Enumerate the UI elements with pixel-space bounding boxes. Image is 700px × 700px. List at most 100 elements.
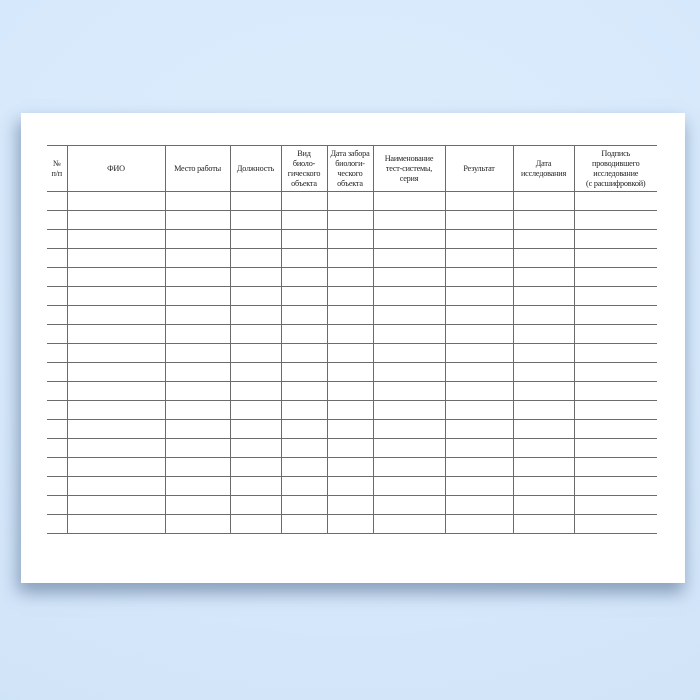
empty-cell xyxy=(573,286,657,306)
empty-cell xyxy=(164,362,230,382)
empty-cell xyxy=(326,381,373,401)
empty-cell xyxy=(512,267,574,287)
empty-cell xyxy=(573,248,657,268)
empty-cell xyxy=(444,324,513,344)
column-header-signature: Подпись проводившего исследование (с рас… xyxy=(573,145,657,192)
empty-cell xyxy=(47,229,67,249)
empty-cell xyxy=(512,305,574,325)
document-page: № п/п ФИО Место работы Должность Вид био… xyxy=(21,113,685,583)
header-row: № п/п ФИО Место работы Должность Вид био… xyxy=(47,145,657,192)
empty-cell xyxy=(164,343,230,363)
empty-cell xyxy=(47,476,67,496)
table-header: № п/п ФИО Место работы Должность Вид био… xyxy=(47,145,657,192)
table-row xyxy=(47,324,657,344)
empty-cell xyxy=(326,210,373,230)
empty-cell xyxy=(66,229,165,249)
empty-cell xyxy=(573,419,657,439)
empty-cell xyxy=(444,210,513,230)
column-header-research-date: Дата исследования xyxy=(512,145,574,192)
empty-cell xyxy=(164,191,230,211)
empty-cell xyxy=(512,457,574,477)
empty-cell xyxy=(326,400,373,420)
column-header-sampling-date: Дата забора биологи- ческого объекта xyxy=(326,145,373,192)
empty-cell xyxy=(512,343,574,363)
column-header-row-number: № п/п xyxy=(47,145,67,192)
empty-cell xyxy=(47,324,67,344)
registry-table: № п/п ФИО Место работы Должность Вид био… xyxy=(47,145,657,534)
empty-cell xyxy=(280,343,327,363)
empty-cell xyxy=(280,286,327,306)
empty-cell xyxy=(47,495,67,515)
empty-cell xyxy=(47,400,67,420)
empty-cell xyxy=(47,381,67,401)
empty-cell xyxy=(229,191,281,211)
empty-cell xyxy=(47,286,67,306)
empty-cell xyxy=(512,495,574,515)
empty-cell xyxy=(164,381,230,401)
empty-cell xyxy=(229,419,281,439)
empty-cell xyxy=(573,191,657,211)
empty-cell xyxy=(229,343,281,363)
empty-cell xyxy=(229,438,281,458)
empty-cell xyxy=(372,191,445,211)
column-header-fio: ФИО xyxy=(66,145,165,192)
empty-cell xyxy=(326,362,373,382)
empty-cell xyxy=(229,400,281,420)
table-row xyxy=(47,229,657,249)
empty-cell xyxy=(444,457,513,477)
empty-cell xyxy=(164,286,230,306)
empty-cell xyxy=(66,438,165,458)
table-row xyxy=(47,419,657,439)
empty-cell xyxy=(280,267,327,287)
empty-cell xyxy=(280,400,327,420)
empty-cell xyxy=(573,210,657,230)
empty-cell xyxy=(512,400,574,420)
empty-cell xyxy=(573,229,657,249)
empty-cell xyxy=(164,476,230,496)
empty-cell xyxy=(66,286,165,306)
empty-cell xyxy=(280,381,327,401)
column-header-test-system: Наименование тест-системы, серия xyxy=(372,145,445,192)
empty-cell xyxy=(164,210,230,230)
table-row xyxy=(47,381,657,401)
empty-cell xyxy=(164,267,230,287)
empty-cell xyxy=(372,381,445,401)
empty-cell xyxy=(444,191,513,211)
empty-cell xyxy=(573,457,657,477)
empty-cell xyxy=(164,457,230,477)
table-row xyxy=(47,514,657,534)
empty-cell xyxy=(47,514,67,534)
empty-cell xyxy=(66,476,165,496)
empty-cell xyxy=(229,267,281,287)
empty-cell xyxy=(512,210,574,230)
empty-cell xyxy=(444,343,513,363)
empty-cell xyxy=(326,248,373,268)
table-row xyxy=(47,400,657,420)
empty-cell xyxy=(280,457,327,477)
empty-cell xyxy=(47,419,67,439)
empty-cell xyxy=(512,324,574,344)
table-row xyxy=(47,438,657,458)
empty-cell xyxy=(280,324,327,344)
empty-cell xyxy=(229,324,281,344)
empty-cell xyxy=(573,400,657,420)
table-row xyxy=(47,457,657,477)
empty-cell xyxy=(326,419,373,439)
empty-cell xyxy=(229,248,281,268)
table-row xyxy=(47,248,657,268)
column-header-bio-object-type: Вид биоло- гического объекта xyxy=(280,145,327,192)
table-row xyxy=(47,495,657,515)
empty-cell xyxy=(326,267,373,287)
empty-cell xyxy=(512,419,574,439)
empty-cell xyxy=(164,514,230,534)
empty-cell xyxy=(573,324,657,344)
empty-cell xyxy=(372,400,445,420)
table-row xyxy=(47,476,657,496)
empty-cell xyxy=(444,419,513,439)
empty-cell xyxy=(512,248,574,268)
empty-cell xyxy=(47,305,67,325)
empty-cell xyxy=(372,343,445,363)
empty-cell xyxy=(326,514,373,534)
empty-cell xyxy=(372,419,445,439)
empty-cell xyxy=(372,476,445,496)
